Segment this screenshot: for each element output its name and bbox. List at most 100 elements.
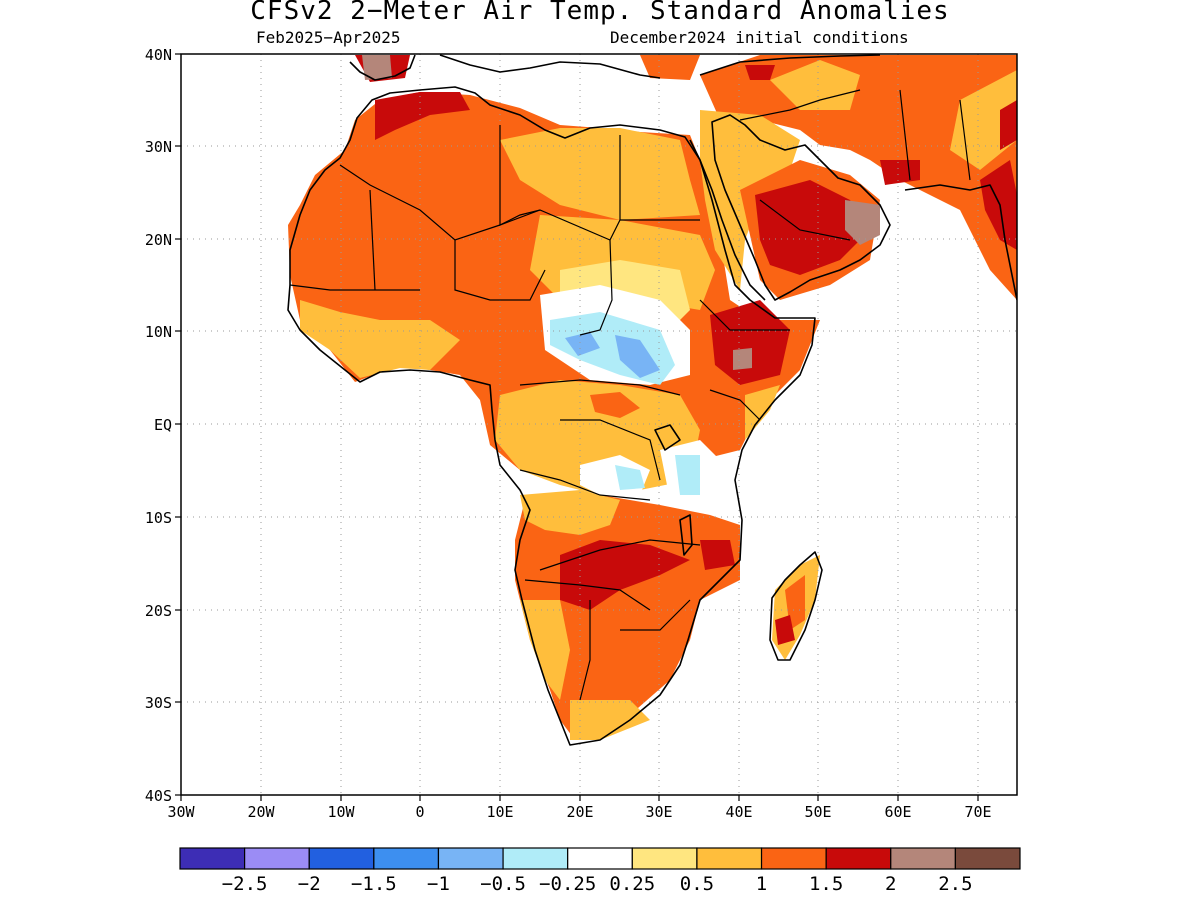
colorbar-label: 2.5	[938, 873, 972, 895]
arabia-coastline	[711, 114, 891, 301]
colorbar-label: 2	[885, 873, 896, 895]
anomaly-region	[980, 160, 1017, 250]
colorbar-swatch	[437, 847, 504, 870]
lon-label: 30W	[167, 803, 195, 821]
lat-label: 10N	[145, 323, 172, 341]
lat-label: 20N	[145, 231, 172, 249]
country-border	[579, 600, 591, 701]
country-border	[539, 539, 701, 571]
country-border	[959, 99, 971, 181]
anomaly-region	[520, 490, 620, 535]
lat-label: 40N	[145, 46, 172, 64]
colorbar-swatch	[631, 847, 698, 870]
country-border	[519, 469, 651, 501]
anomaly-region	[500, 128, 700, 220]
anomaly-shading	[288, 55, 1017, 740]
country-border	[709, 389, 761, 421]
colorbar-swatch	[825, 847, 892, 870]
red-sea-coastline	[689, 139, 766, 301]
country-border	[524, 579, 651, 611]
colorbar-label: −0.25	[539, 873, 596, 895]
colorbar-label: −1	[427, 873, 450, 895]
anomaly-region	[775, 615, 795, 645]
anomaly-region	[700, 540, 735, 570]
map-title: CFSv2 2−Meter Air Temp. Standard Anomali…	[250, 0, 950, 26]
asia-coastline	[904, 184, 1017, 301]
anomaly-region	[375, 92, 470, 140]
colorbar-swatch	[179, 847, 246, 870]
colorbar-swatch	[760, 847, 827, 870]
anomaly-region	[700, 55, 1017, 300]
anomaly-region	[755, 180, 870, 275]
lon-label: 30E	[645, 803, 672, 821]
anomaly-region	[710, 300, 790, 385]
anomaly-region	[362, 55, 392, 80]
africa-coastline	[287, 86, 816, 746]
lake-coastline	[654, 424, 681, 451]
colorbar-swatch	[954, 847, 1021, 870]
lat-label: EQ	[154, 416, 172, 434]
country-border	[519, 379, 681, 396]
europe-coastline	[439, 54, 661, 79]
anomaly-region	[770, 60, 860, 110]
anomaly-region	[300, 300, 460, 378]
europe-coastline	[349, 54, 416, 81]
country-border	[454, 240, 546, 301]
asia-coastline	[699, 54, 881, 76]
colorbar-swatch	[696, 847, 763, 870]
anomaly-region	[570, 700, 650, 740]
anomaly-region	[560, 540, 690, 610]
colorbar-swatch	[502, 847, 569, 870]
lon-label: 60E	[884, 803, 911, 821]
country-border	[759, 199, 851, 241]
country-border	[339, 164, 541, 241]
anomaly-region	[640, 55, 700, 80]
gridlines	[181, 54, 1017, 795]
initial-conditions: December2024 initial conditions	[610, 28, 909, 47]
colorbar-swatch	[244, 847, 310, 870]
axis-ticks	[175, 53, 979, 801]
lon-label: 70E	[964, 803, 991, 821]
lon-label: 20E	[566, 803, 593, 821]
anomaly-region	[675, 455, 700, 495]
country-borders	[289, 89, 971, 701]
colorbar-label: 1.5	[809, 873, 843, 895]
country-border	[560, 419, 661, 481]
forecast-period: Feb2025−Apr2025	[256, 28, 401, 47]
colorbar-swatch	[567, 847, 633, 870]
anomaly-region	[885, 160, 915, 180]
anomaly-region	[520, 600, 570, 700]
colorbar-label: 1	[756, 873, 767, 895]
colorbar-label: −2.5	[222, 873, 268, 895]
lat-label: 30S	[145, 694, 172, 712]
lat-label: 40S	[145, 787, 172, 805]
longitude-labels: 30W 20W 10W 0 10E 20E 30E 40E 50E 60E 70…	[167, 803, 991, 821]
country-border	[620, 599, 691, 631]
anomaly-region	[1000, 100, 1017, 150]
colorbar-swatch	[890, 847, 956, 870]
colorbar-labels: −2.5 −2 −1.5 −1 −0.5 −0.25 0.25 0.5 1 1.5 2 2.5	[222, 873, 973, 895]
colorbar-swatch	[308, 847, 375, 870]
lat-label: 20S	[145, 602, 172, 620]
anomaly-region	[745, 65, 775, 80]
colorbar-label: −0.5	[480, 873, 526, 895]
lon-label: 10E	[486, 803, 513, 821]
colorbar-label: 0.25	[609, 873, 655, 895]
anomaly-region	[590, 392, 640, 418]
lon-label: 50E	[804, 803, 831, 821]
anomaly-region	[615, 465, 645, 490]
country-border	[289, 284, 420, 291]
anomaly-region	[495, 380, 700, 495]
country-border	[899, 89, 911, 181]
country-border	[699, 299, 790, 331]
country-border	[579, 239, 613, 336]
anomaly-region	[845, 200, 880, 245]
colorbar	[179, 847, 1021, 870]
colorbar-label: −2	[298, 873, 321, 895]
colorbar-label: 0.5	[680, 873, 714, 895]
lon-label: 10W	[327, 803, 355, 821]
colorbar-label: −1.5	[351, 873, 397, 895]
anomaly-region	[733, 348, 752, 370]
lon-label: 20W	[247, 803, 275, 821]
